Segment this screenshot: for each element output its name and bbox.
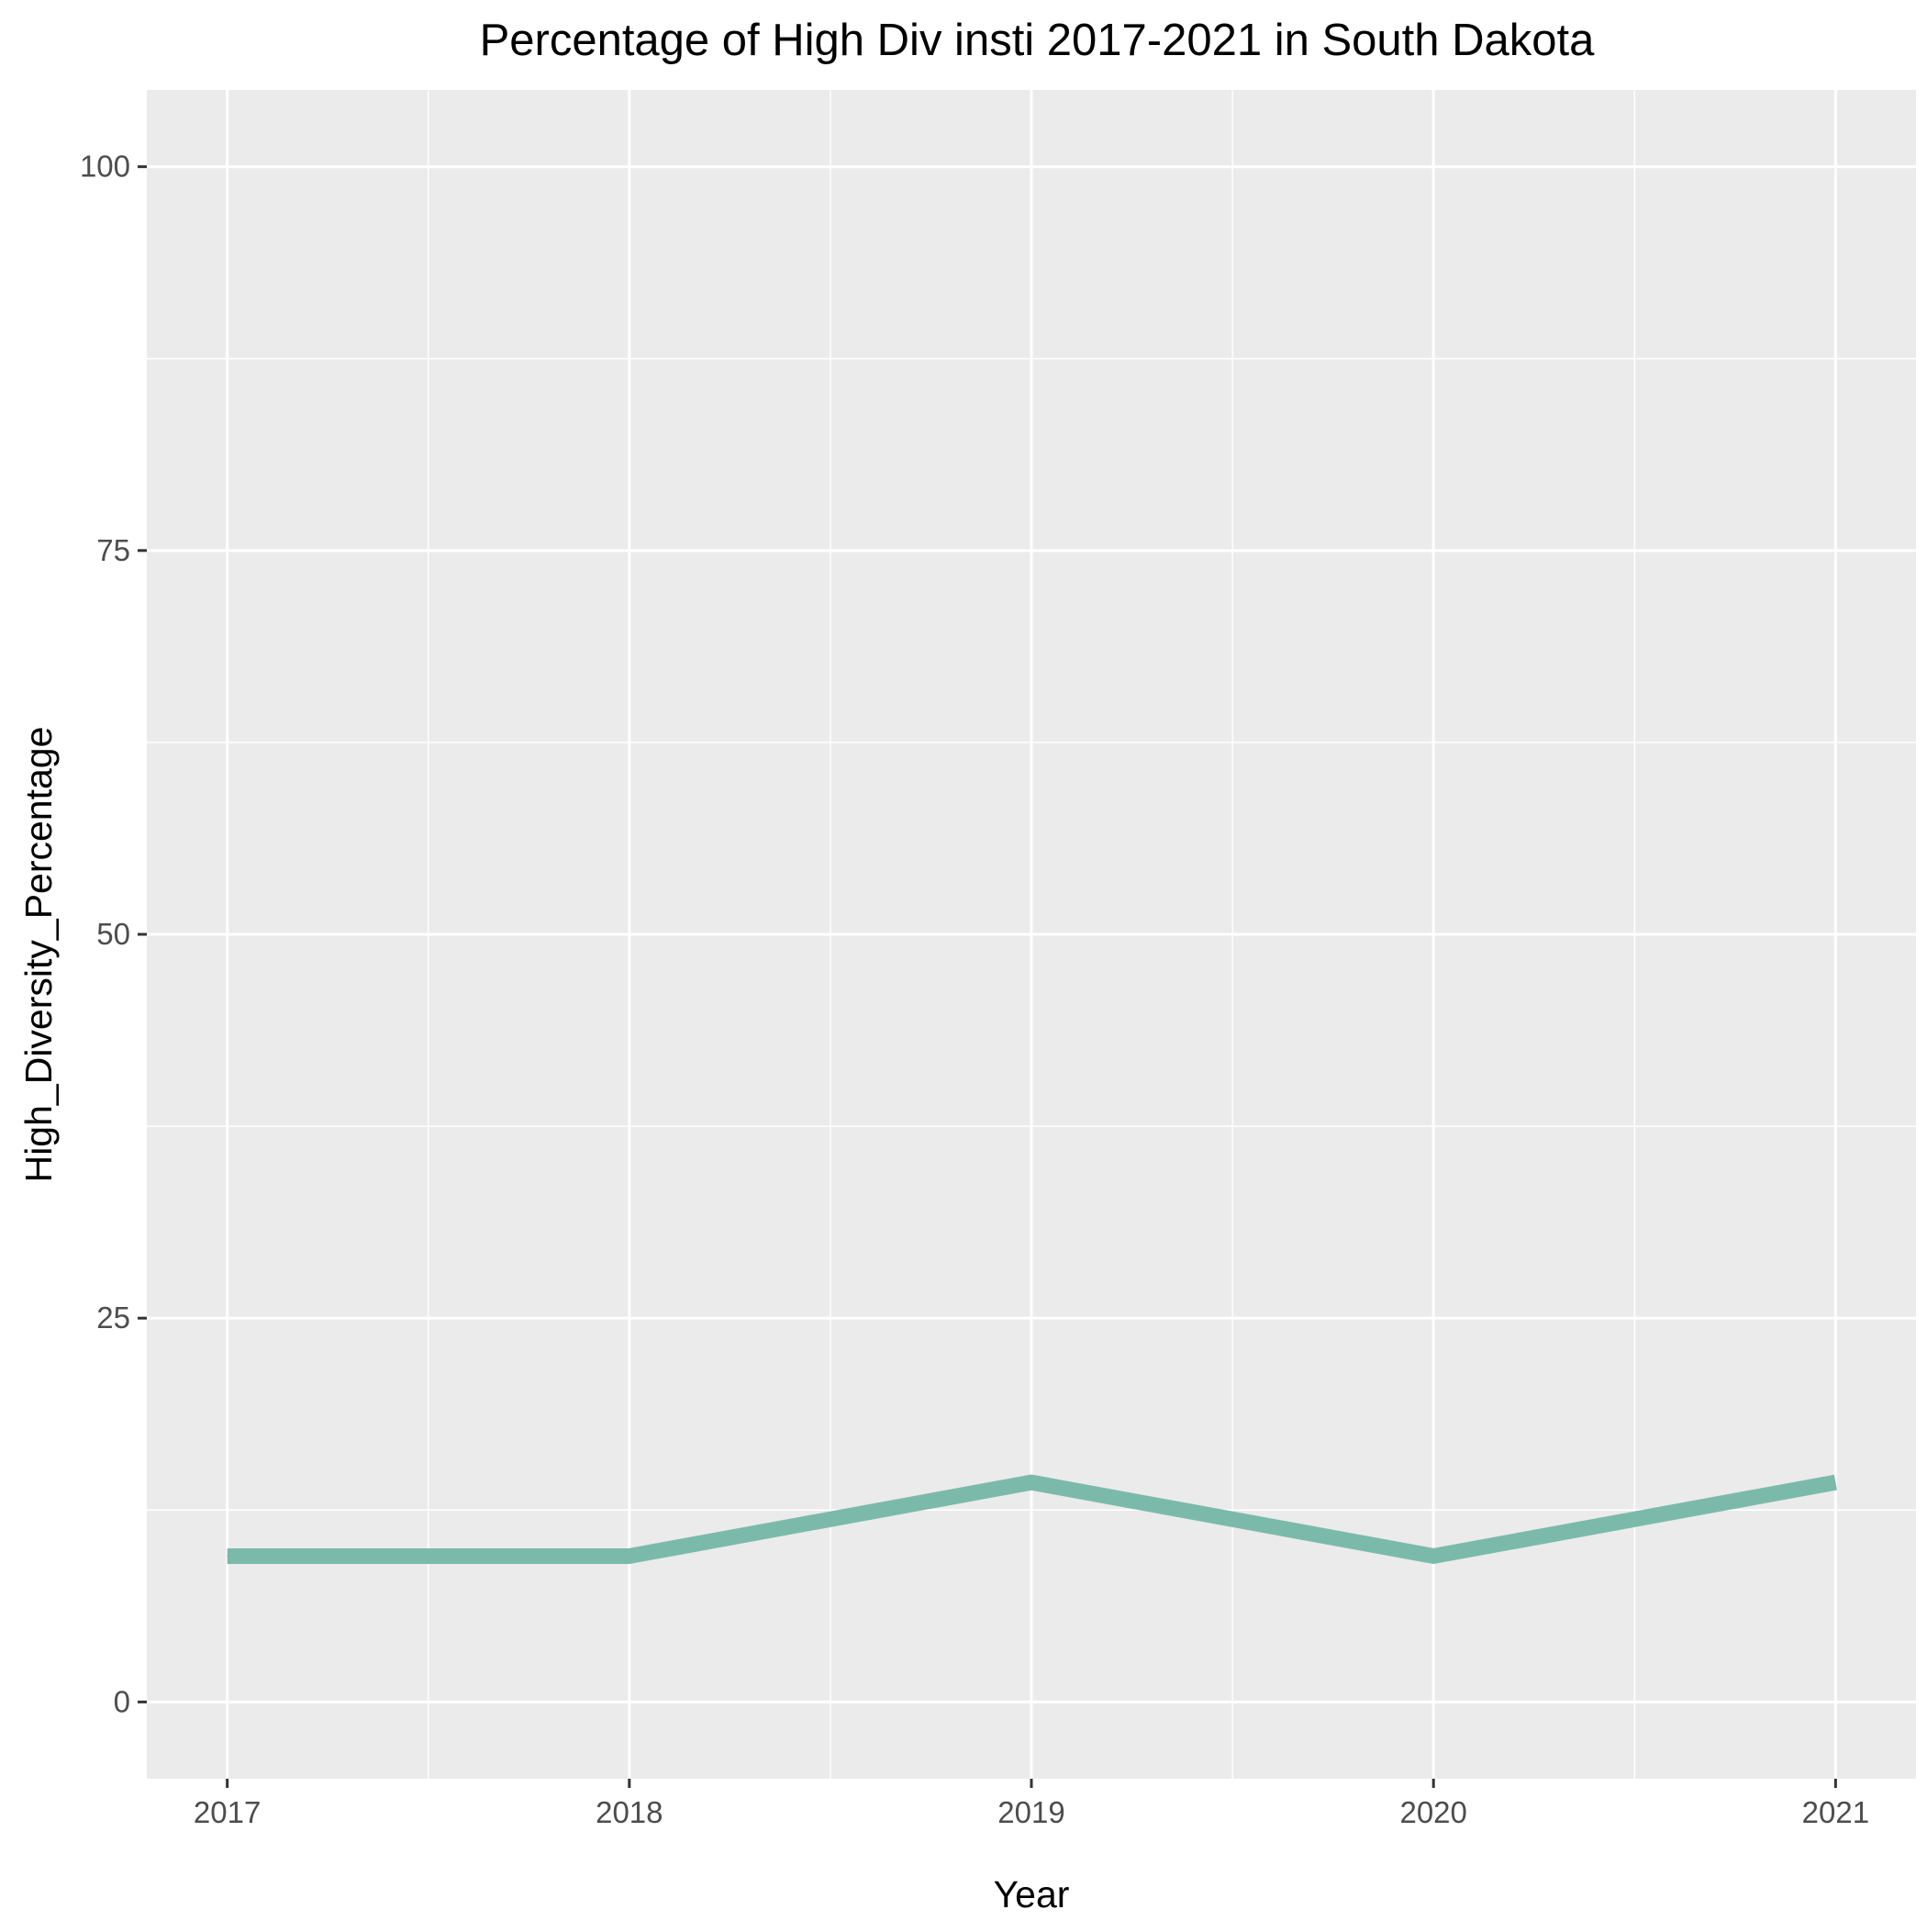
y-tick-label: 75 <box>96 533 130 567</box>
x-tick-label: 2017 <box>194 1795 261 1829</box>
y-axis: 0 25 50 75 100 <box>80 150 147 1718</box>
x-axis-title: Year <box>994 1873 1070 1915</box>
y-tick-label: 100 <box>80 150 130 184</box>
y-axis-title: High_Diversity_Percentage <box>17 727 60 1183</box>
x-tick-label: 2020 <box>1399 1795 1466 1829</box>
data-point <box>1030 1481 1032 1483</box>
x-axis: 2017 2018 2019 2020 2021 <box>194 1779 1869 1829</box>
series-layer <box>227 1474 1837 1564</box>
data-point <box>1432 1555 1434 1557</box>
y-tick-label: 25 <box>96 1301 130 1335</box>
x-tick-label: 2021 <box>1802 1795 1869 1829</box>
y-tick-label: 0 <box>114 1684 130 1718</box>
data-point <box>227 1555 228 1557</box>
grid-major <box>147 90 1916 1779</box>
chart-title: Percentage of High Div insti 2017-2021 i… <box>480 16 1596 65</box>
x-tick-label: 2019 <box>997 1795 1064 1829</box>
y-tick-label: 50 <box>96 917 130 951</box>
x-tick-label: 2018 <box>596 1795 663 1829</box>
data-point <box>1834 1481 1836 1483</box>
